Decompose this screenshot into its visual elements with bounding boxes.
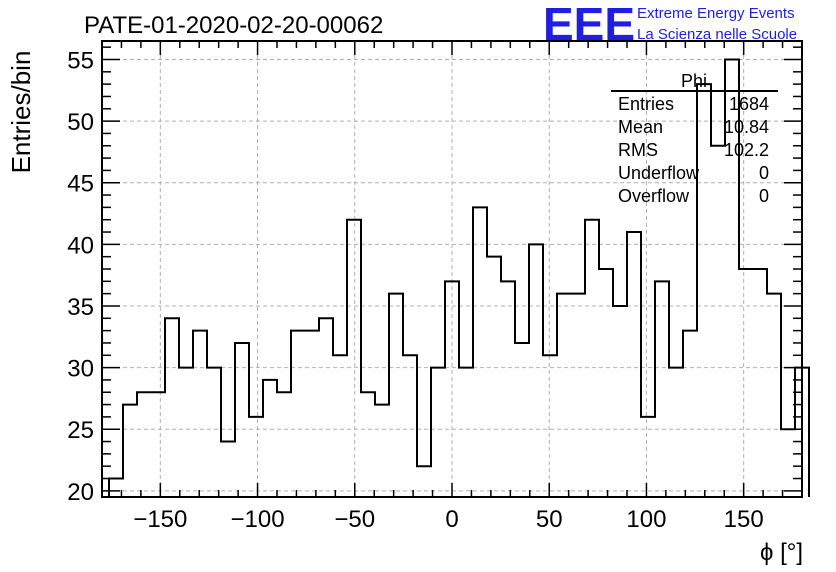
y-tick-label: 40 <box>67 232 94 259</box>
logo: EEE Extreme Energy Events La Scienza nel… <box>543 0 797 50</box>
axis-ticks <box>101 41 803 497</box>
chart-title: PATE-01-2020-02-20-00062 <box>84 12 383 39</box>
x-tick-labels: −150 −100 −50 0 50 100 150 <box>133 506 763 533</box>
stats-value: 0 <box>759 163 769 183</box>
stats-label: Overflow <box>618 186 690 206</box>
y-axis-label: Entries/bin <box>6 51 36 174</box>
x-axis-label: ϕ [°] <box>760 539 803 566</box>
y-tick-label: 25 <box>67 417 94 444</box>
stats-value: 1684 <box>729 94 769 114</box>
x-tick-label: 50 <box>536 506 563 533</box>
x-tick-label: 150 <box>724 506 764 533</box>
stats-label: Mean <box>618 117 663 137</box>
y-tick-label: 50 <box>67 109 94 136</box>
stats-title: Phi <box>681 71 707 91</box>
x-tick-label: 100 <box>626 506 666 533</box>
y-tick-labels: 20 25 30 35 40 45 50 55 <box>67 47 94 505</box>
y-tick-label: 35 <box>67 294 94 321</box>
x-tick-label: −100 <box>231 506 285 533</box>
y-tick-label: 45 <box>67 171 94 198</box>
logo-line1: Extreme Energy Events <box>637 5 795 22</box>
stats-box: Phi Entries 1684 Mean 10.84 RMS 102.2 Underflo… <box>611 71 778 206</box>
x-tick-label: −150 <box>133 506 187 533</box>
stats-label: Underflow <box>618 163 700 183</box>
stats-value: 10.84 <box>724 117 769 137</box>
stats-value: 102.2 <box>724 140 769 160</box>
x-tick-label: −50 <box>334 506 375 533</box>
y-tick-label: 20 <box>67 479 94 506</box>
stats-label: RMS <box>618 140 658 160</box>
y-tick-label: 30 <box>67 356 94 383</box>
y-tick-label: 55 <box>67 47 94 74</box>
histogram-series <box>108 58 810 497</box>
x-tick-label: 0 <box>445 506 458 533</box>
logo-line2: La Scienza nelle Scuole <box>637 26 797 43</box>
stats-label: Entries <box>618 94 674 114</box>
stats-value: 0 <box>759 186 769 206</box>
logo-mark: EEE <box>543 0 635 50</box>
